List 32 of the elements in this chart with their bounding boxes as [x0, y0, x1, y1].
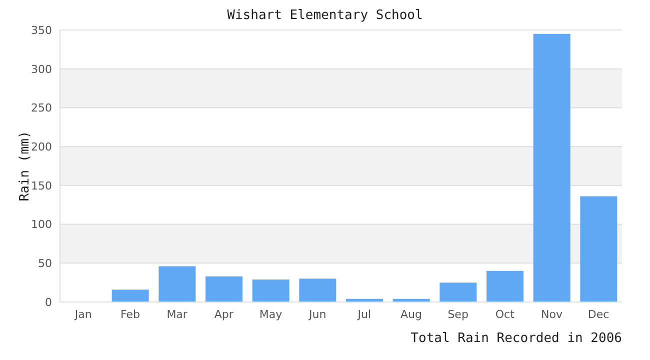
x-axis-title: Total Rain Recorded in 2006 — [410, 331, 622, 346]
x-tick-label: Feb — [120, 308, 140, 321]
y-tick-label: 0 — [45, 296, 52, 309]
bar — [440, 282, 477, 302]
bar — [252, 279, 290, 302]
x-tick-label: Jan — [74, 308, 92, 321]
x-tick-label: Aug — [400, 308, 422, 321]
bar — [112, 290, 149, 302]
x-tick-label: Apr — [214, 308, 234, 321]
bar — [533, 34, 570, 302]
y-tick-label: 50 — [38, 257, 52, 270]
bar — [299, 278, 336, 302]
x-tick-label: Jun — [308, 308, 326, 321]
y-tick-label: 300 — [31, 62, 52, 76]
x-tick-label: May — [259, 308, 283, 321]
bar — [158, 266, 196, 302]
x-tick-label: Jul — [356, 308, 372, 321]
x-tick-label: Dec — [588, 308, 610, 321]
y-tick-label: 150 — [31, 179, 52, 192]
y-tick-label: 350 — [31, 24, 52, 37]
y-tick-label: 100 — [31, 218, 52, 232]
y-axis-title: Rain (mm) — [18, 130, 33, 202]
x-tick-label: Mar — [166, 308, 188, 321]
x-tick-label: Sep — [448, 308, 468, 321]
y-tick-label: 200 — [31, 140, 52, 154]
x-tick-label: Oct — [495, 308, 516, 321]
bar — [580, 196, 618, 302]
bar — [486, 270, 524, 302]
bar — [206, 276, 242, 302]
y-tick-label: 250 — [31, 102, 52, 115]
x-tick-label: Nov — [541, 308, 563, 321]
chart-title: Wishart Elementary School — [226, 8, 424, 23]
